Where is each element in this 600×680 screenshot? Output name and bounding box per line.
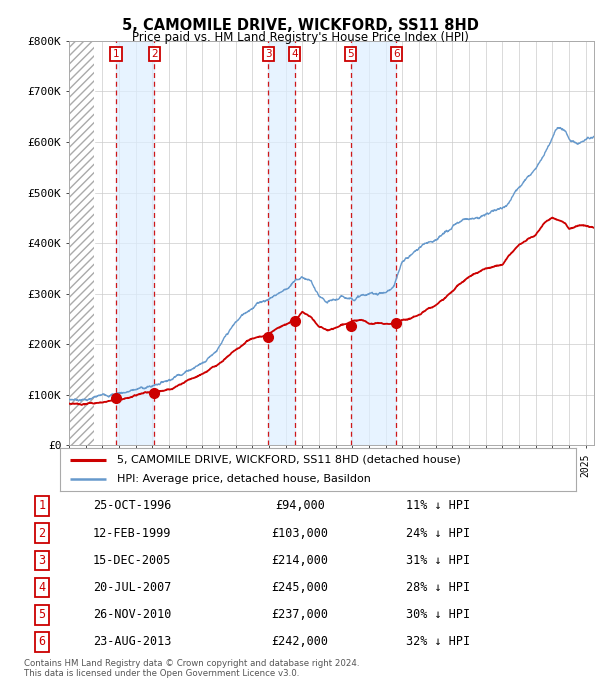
Text: 31% ↓ HPI: 31% ↓ HPI xyxy=(406,554,470,567)
Text: 5, CAMOMILE DRIVE, WICKFORD, SS11 8HD: 5, CAMOMILE DRIVE, WICKFORD, SS11 8HD xyxy=(122,18,478,33)
Text: 5: 5 xyxy=(38,608,46,622)
Text: £94,000: £94,000 xyxy=(275,499,325,513)
Text: 32% ↓ HPI: 32% ↓ HPI xyxy=(406,635,470,649)
Text: 5, CAMOMILE DRIVE, WICKFORD, SS11 8HD (detached house): 5, CAMOMILE DRIVE, WICKFORD, SS11 8HD (d… xyxy=(117,455,461,464)
Text: £103,000: £103,000 xyxy=(271,526,329,540)
Text: 3: 3 xyxy=(265,49,272,59)
Text: 12-FEB-1999: 12-FEB-1999 xyxy=(93,526,171,540)
Text: 4: 4 xyxy=(38,581,46,594)
Text: 3: 3 xyxy=(38,554,46,567)
Text: 1: 1 xyxy=(38,499,46,513)
Text: £214,000: £214,000 xyxy=(271,554,329,567)
Text: Contains HM Land Registry data © Crown copyright and database right 2024.
This d: Contains HM Land Registry data © Crown c… xyxy=(24,658,359,678)
Text: 28% ↓ HPI: 28% ↓ HPI xyxy=(406,581,470,594)
Bar xyxy=(268,41,295,445)
Text: 6: 6 xyxy=(393,49,400,59)
Text: £237,000: £237,000 xyxy=(271,608,329,622)
Bar xyxy=(350,41,397,445)
Text: £245,000: £245,000 xyxy=(271,581,329,594)
Text: 23-AUG-2013: 23-AUG-2013 xyxy=(93,635,171,649)
Text: 11% ↓ HPI: 11% ↓ HPI xyxy=(406,499,470,513)
Text: 1: 1 xyxy=(113,49,119,59)
Text: HPI: Average price, detached house, Basildon: HPI: Average price, detached house, Basi… xyxy=(117,475,371,484)
Text: 4: 4 xyxy=(292,49,298,59)
Bar xyxy=(69,41,94,445)
Text: 5: 5 xyxy=(347,49,354,59)
Text: 24% ↓ HPI: 24% ↓ HPI xyxy=(406,526,470,540)
Text: 6: 6 xyxy=(38,635,46,649)
Text: 26-NOV-2010: 26-NOV-2010 xyxy=(93,608,171,622)
Bar xyxy=(69,41,94,445)
Text: 15-DEC-2005: 15-DEC-2005 xyxy=(93,554,171,567)
Text: Price paid vs. HM Land Registry's House Price Index (HPI): Price paid vs. HM Land Registry's House … xyxy=(131,31,469,44)
Text: 20-JUL-2007: 20-JUL-2007 xyxy=(93,581,171,594)
Text: £242,000: £242,000 xyxy=(271,635,329,649)
Bar xyxy=(116,41,154,445)
Text: 25-OCT-1996: 25-OCT-1996 xyxy=(93,499,171,513)
Text: 2: 2 xyxy=(38,526,46,540)
Text: 2: 2 xyxy=(151,49,158,59)
Text: 30% ↓ HPI: 30% ↓ HPI xyxy=(406,608,470,622)
